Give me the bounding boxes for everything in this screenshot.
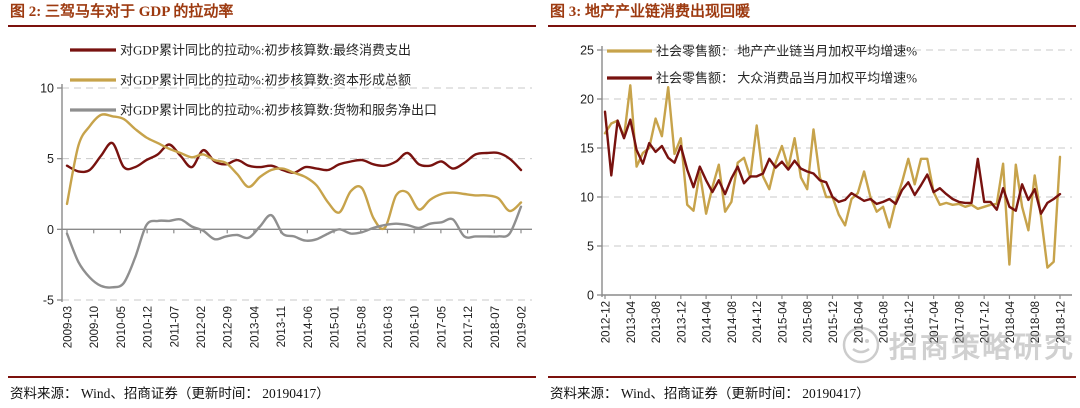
x-tick-label: 2017-04 [929, 300, 941, 343]
series-line-2 [65, 205, 523, 289]
figure-panel-gdp: 图 2: 三驾马车对于 GDP 的拉动率 10 5 0 -5 2009-03 2009-1… [0, 0, 540, 402]
source-note-retail: 资料来源： Wind、招商证券（更新时间： 20190417） [548, 376, 1076, 402]
x-tick-label: 2011-07 [169, 306, 181, 347]
property-chain-retail-chart: 25 20 15 10 5 0 2012-12 2013-04 2013-08 2013-12 20… [580, 44, 1072, 343]
x-tick-label: 2015-12 [828, 301, 840, 343]
x-tick-label: 2015-08 [356, 306, 368, 348]
x-tick-label: 2014-08 [727, 301, 739, 343]
x-tick-label: 2017-08 [954, 301, 966, 343]
series-line-0 [603, 84, 1062, 269]
x-tick-label: 2016-04 [853, 300, 865, 343]
x-tick-label: 2009-03 [63, 306, 75, 348]
x-tick-label: 2016-10 [410, 306, 422, 348]
x-tick-label: 2016-03 [383, 306, 395, 348]
y-tick-label: 20 [580, 93, 594, 107]
y-tick-label: -5 [43, 294, 54, 308]
y-tick-label: 10 [40, 82, 54, 96]
x-tick-label: 2016-12 [904, 301, 916, 343]
legend-label-0: 社会零售额： 地产产业链当月加权平均增速% [656, 44, 917, 59]
x-tick-label: 2015-04 [777, 300, 789, 343]
x-tick-label: 2013-11 [276, 306, 288, 347]
figure-title-retail: 图 3: 地产产业链消费出现回暖 [548, 2, 1076, 27]
x-tick-label: 2019-02 [517, 306, 529, 348]
figure-panel-retail: 图 3: 地产产业链消费出现回暖 25 20 15 10 5 0 2012-12 2013-0… [540, 0, 1080, 402]
y-tick-label: 5 [587, 240, 594, 254]
y-tick-label: 0 [587, 289, 594, 303]
legend-label-0: 对GDP累计同比的拉动%:初步核算数:最终消费支出 [120, 43, 411, 58]
x-tick-label: 2013-04 [249, 305, 261, 348]
gdp-pull-rate-chart: 10 5 0 -5 2009-03 2009-10 2010-05 2010-12 2011-0… [40, 43, 532, 348]
legend-label-1: 对GDP累计同比的拉动%:初步核算数:资本形成总额 [120, 73, 411, 88]
y-tick-label: 25 [580, 44, 594, 58]
x-tick-label: 2016-08 [879, 301, 891, 343]
x-tick-label: 2018-04 [1005, 300, 1017, 343]
source-note-gdp: 资料来源： Wind、招商证券（更新时间： 20190417） [8, 376, 536, 402]
y-tick-label: 0 [47, 223, 54, 237]
x-tick-label: 2014-04 [702, 300, 714, 343]
x-tick-label: 2014-12 [752, 301, 764, 343]
x-tick-label: 2009-10 [89, 306, 101, 348]
x-tick-label: 2012-09 [223, 306, 235, 348]
y-tick-label: 5 [47, 152, 54, 166]
x-tick-label: 2017-12 [463, 306, 475, 348]
y-tick-label: 10 [580, 191, 594, 205]
x-tick-label: 2013-08 [651, 301, 663, 343]
x-tick-label: 2013-12 [676, 301, 688, 343]
legend-label-2: 对GDP累计同比的拉动%:初步核算数:货物和服务净出口 [120, 103, 437, 118]
x-tick-label: 2012-12 [601, 301, 613, 343]
x-tick-label: 2018-12 [1056, 301, 1068, 343]
series-line-1 [65, 113, 523, 231]
x-tick-label: 2015-01 [330, 306, 342, 348]
series-line-1 [603, 110, 1062, 215]
x-tick-label: 2013-04 [626, 300, 638, 343]
figure-title-gdp: 图 2: 三驾马车对于 GDP 的拉动率 [8, 2, 536, 27]
x-tick-label: 2014-06 [303, 306, 315, 348]
x-tick-label: 2012-02 [196, 306, 208, 348]
x-tick-label: 2018-08 [1030, 301, 1042, 343]
y-tick-label: 15 [580, 142, 594, 156]
legend-label-1: 社会零售额： 大众消费品当月加权平均增速% [656, 71, 917, 86]
x-tick-label: 2017-05 [436, 306, 448, 348]
series-line-0 [65, 141, 523, 175]
x-tick-label: 2018-07 [490, 306, 502, 348]
x-tick-label: 2010-12 [143, 306, 155, 348]
x-tick-label: 2017-12 [980, 301, 992, 343]
x-tick-label: 2010-05 [116, 306, 128, 348]
x-tick-label: 2015-08 [803, 301, 815, 343]
